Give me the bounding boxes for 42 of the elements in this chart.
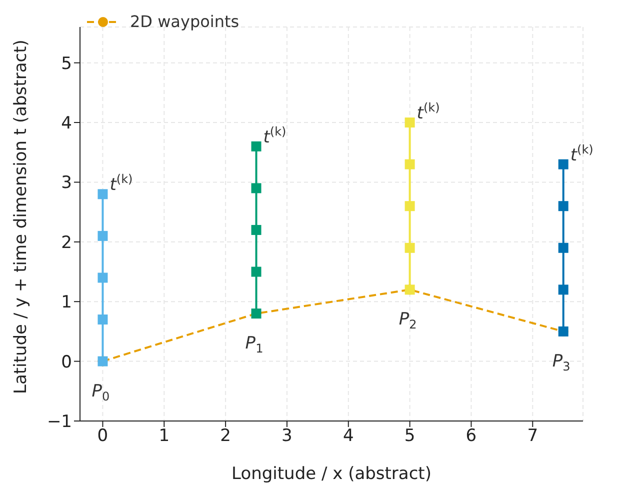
point <box>404 242 415 253</box>
annotation: P$_{0}$ <box>92 381 110 404</box>
point <box>251 141 262 152</box>
annotation: t$^{(k)}$ <box>110 172 133 196</box>
annotation: t$^{(k)}$ <box>263 124 286 148</box>
annotation: t$^{(k)}$ <box>570 142 594 166</box>
point <box>404 159 415 170</box>
y-tick-label: 3 <box>61 173 72 194</box>
x-tick-label: 5 <box>404 426 416 446</box>
annotation: P$_{2}$ <box>398 310 417 332</box>
point <box>251 224 262 235</box>
y-tick-label: 1 <box>61 292 72 313</box>
point <box>558 159 568 170</box>
legend-label: 2D waypoints <box>130 12 240 31</box>
point <box>98 230 108 241</box>
y-tick-label: 0 <box>61 352 72 372</box>
point <box>558 201 568 212</box>
annotation: t$^{(k)}$ <box>416 100 440 124</box>
x-tick-label: 4 <box>342 426 354 446</box>
point <box>98 314 108 325</box>
point <box>404 118 415 128</box>
x-tick-label: 2 <box>220 426 231 446</box>
y-tick-label: 4 <box>61 114 72 134</box>
y-tick-label: 5 <box>61 54 72 74</box>
point <box>404 201 415 212</box>
x-tick-label: 7 <box>527 426 538 446</box>
point <box>98 272 108 283</box>
point <box>251 183 262 194</box>
y-tick-label: −1 <box>46 412 72 432</box>
y-tick-label: 2 <box>61 232 72 253</box>
x-tick-label: 6 <box>466 426 477 446</box>
x-tick-label: 1 <box>158 426 170 446</box>
x-tick-label: 0 <box>97 426 108 446</box>
annotation: P$_{1}$ <box>245 334 264 356</box>
point <box>251 266 262 277</box>
x-tick-label: 3 <box>282 426 292 446</box>
point <box>98 189 108 200</box>
y-axis-title: Latitude / y + time dimension t (abstract) <box>11 40 32 394</box>
point <box>558 284 568 295</box>
point <box>558 242 568 253</box>
annotation: P$_{3}$ <box>552 351 570 374</box>
x-axis-title: Longitude / x (abstract) <box>232 464 432 484</box>
